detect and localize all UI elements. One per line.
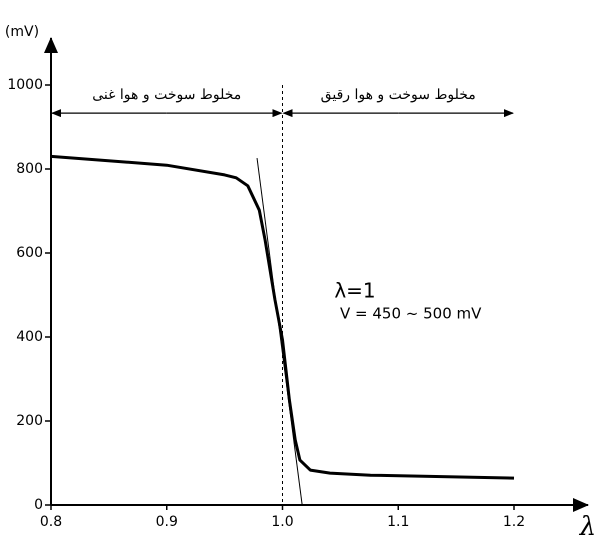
- y-tick-label: 200: [16, 413, 43, 429]
- y-tick-label: 600: [16, 245, 43, 261]
- y-tick-label: 800: [16, 161, 43, 177]
- x-tick-label: 1.1: [387, 514, 409, 530]
- x-tick-label: 1.2: [503, 514, 525, 530]
- x-tick-label: 1.0: [271, 514, 293, 530]
- y-axis-label: (mV): [5, 24, 39, 40]
- y-tick-label: 400: [16, 329, 43, 345]
- annotation: V = 450 ~ 500 mV: [340, 305, 482, 323]
- data-line: [50, 154, 515, 480]
- region-label: مخلوط سوخت و هوا رقیق: [321, 87, 476, 103]
- x-tick-label: 0.8: [40, 514, 62, 530]
- region-label: مخلوط سوخت و هوا غنی: [92, 87, 241, 103]
- x-tick-label: 0.9: [156, 514, 178, 530]
- y-tick-label: 1000: [7, 77, 43, 93]
- y-tick-label: 0: [34, 497, 43, 513]
- annotation: λ=1: [334, 279, 375, 303]
- x-axis-label: λ: [579, 512, 596, 542]
